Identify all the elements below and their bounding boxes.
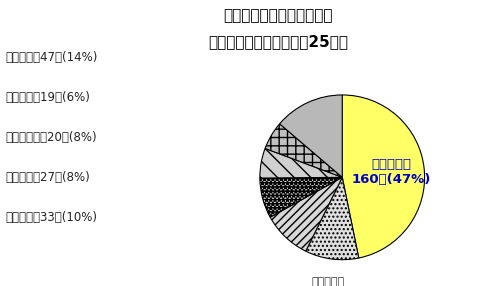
Wedge shape [260,148,342,178]
Wedge shape [342,95,425,258]
Text: 交通事故　33人(10%): 交通事故 33人(10%) [5,211,97,224]
Text: その他　　47人(14%): その他 47人(14%) [5,51,97,64]
Wedge shape [280,95,342,177]
Text: 死亡災害発生状況（平成25年）: 死亡災害発生状況（平成25年） [208,34,348,49]
Wedge shape [270,177,342,251]
Wedge shape [306,177,359,260]
Wedge shape [265,124,342,177]
Text: 崩壊・倒壊
36人(11%): 崩壊・倒壊 36人(11%) [301,277,355,286]
Text: 激突され　27人(8%): 激突され 27人(8%) [5,171,90,184]
Text: 飛来・落下　20人(8%): 飛来・落下 20人(8%) [5,131,97,144]
Text: 建設業における事故の型別: 建設業における事故の型別 [223,9,332,23]
Text: はさまれ　19人(6%): はさまれ 19人(6%) [5,91,90,104]
Text: 墜落・転落
160人(47%): 墜落・転落 160人(47%) [352,158,431,186]
Wedge shape [260,177,342,217]
